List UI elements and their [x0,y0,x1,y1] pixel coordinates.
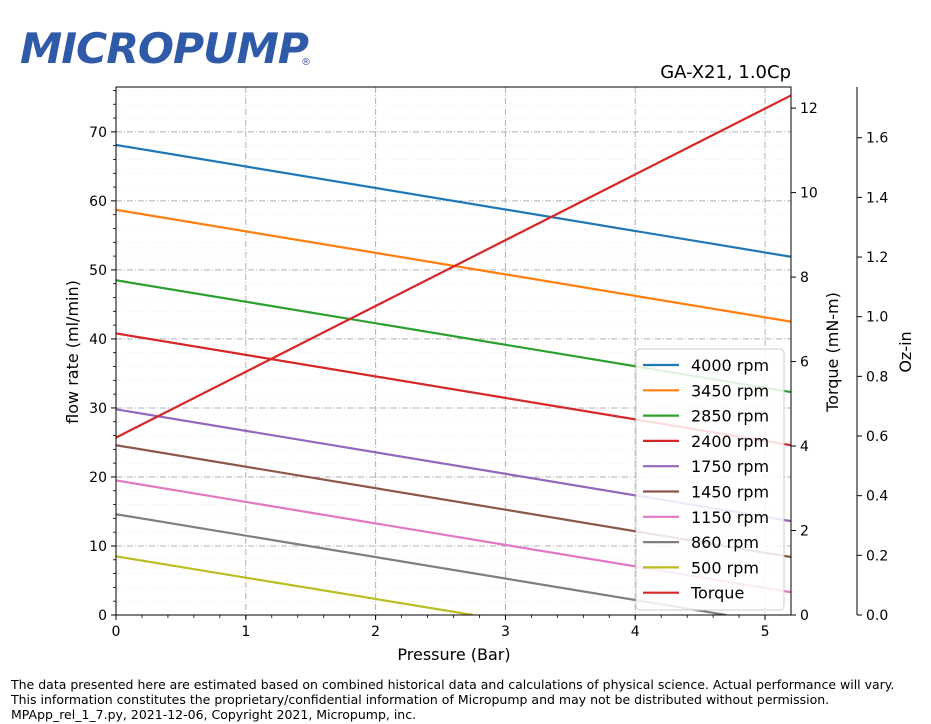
legend-label: 2850 rpm [691,407,769,426]
torque-tick-label: 4 [800,439,809,455]
torque-axis-label: Torque (mN-m) [823,292,842,413]
torque-tick-label: 2 [800,524,809,540]
legend-box [635,348,785,611]
footer-line-3: MPApp_rel_1_7.py, 2021-12-06, Copyright … [11,707,417,722]
legend-label: 2400 rpm [691,432,769,451]
footer-line-1: The data presented here are estimated ba… [11,677,895,692]
ozin-tick-label: 1.0 [866,310,888,326]
torque-tick-label: 6 [800,355,809,371]
legend-label: 1450 rpm [691,483,769,502]
legend-label: 3450 rpm [691,381,769,400]
chart-title: GA-X21, 1.0Cp [660,62,791,83]
legend-label: 1750 rpm [691,457,769,476]
x-axis-label: Pressure (Bar) [397,645,510,664]
legend: 4000 rpm 3450 rpm 2850 rpm 2400 rpm 1750 rpm… [635,348,785,611]
torque-tick-label: 0 [800,608,809,624]
y-tick-label: 40 [89,332,107,348]
pump-performance-chart: 0 1 2 3 4 50102030405060700246810120.00.20.40… [63,62,915,664]
ozin-tick-label: 0.8 [866,369,888,385]
torque-tick-label: 8 [800,270,809,286]
series-line-torque [116,94,791,439]
x-tick-label: 3 [501,624,510,640]
registered-mark: ® [301,57,311,68]
x-tick-label: 5 [761,624,770,640]
y-axis-label: flow rate (ml/min) [63,280,82,424]
series-line-4000-rpm [116,143,791,258]
ozin-tick-label: 1.4 [866,190,888,206]
series-line-860-rpm [116,513,727,615]
y-tick-label: 30 [89,401,107,417]
torque-tick-label: 10 [800,186,818,202]
y-tick-label: 70 [89,125,107,141]
axes: 0 1 2 3 4 50102030405060700246810120.00.20.40… [89,86,888,640]
x-tick-label: 4 [631,624,640,640]
disclaimer-footer: The data presented here are estimated ba… [11,677,894,722]
x-tick-label: 0 [112,624,121,640]
ozin-tick-label: 1.2 [866,250,888,266]
legend-label: Torque [690,584,744,603]
ozin-axis-label: Oz-in [896,331,915,372]
torque-tick-label: 12 [800,101,818,117]
y-tick-label: 10 [89,539,107,555]
legend-label: 4000 rpm [691,356,769,375]
ozin-tick-label: 0.0 [866,608,888,624]
legend-label: 1150 rpm [691,508,769,527]
y-tick-label: 50 [89,263,107,279]
legend-label: 860 rpm [691,533,759,552]
x-tick-label: 2 [371,624,380,640]
ozin-tick-label: 0.4 [866,489,888,505]
ozin-tick-label: 1.6 [866,131,888,147]
ozin-tick-label: 0.2 [866,548,888,564]
logo-text: MICROPUMP [20,24,309,70]
series-line-500-rpm [116,555,474,615]
y-tick-label: 20 [89,470,107,486]
ozin-tick-label: 0.6 [866,429,888,445]
x-tick-label: 1 [241,624,250,640]
y-tick-label: 60 [89,194,107,210]
y-tick-label: 0 [98,608,107,624]
footer-line-2: This information constitutes the proprie… [11,692,830,707]
micropump-logo: MICROPUMP ® [20,24,311,70]
legend-label: 500 rpm [691,558,759,577]
